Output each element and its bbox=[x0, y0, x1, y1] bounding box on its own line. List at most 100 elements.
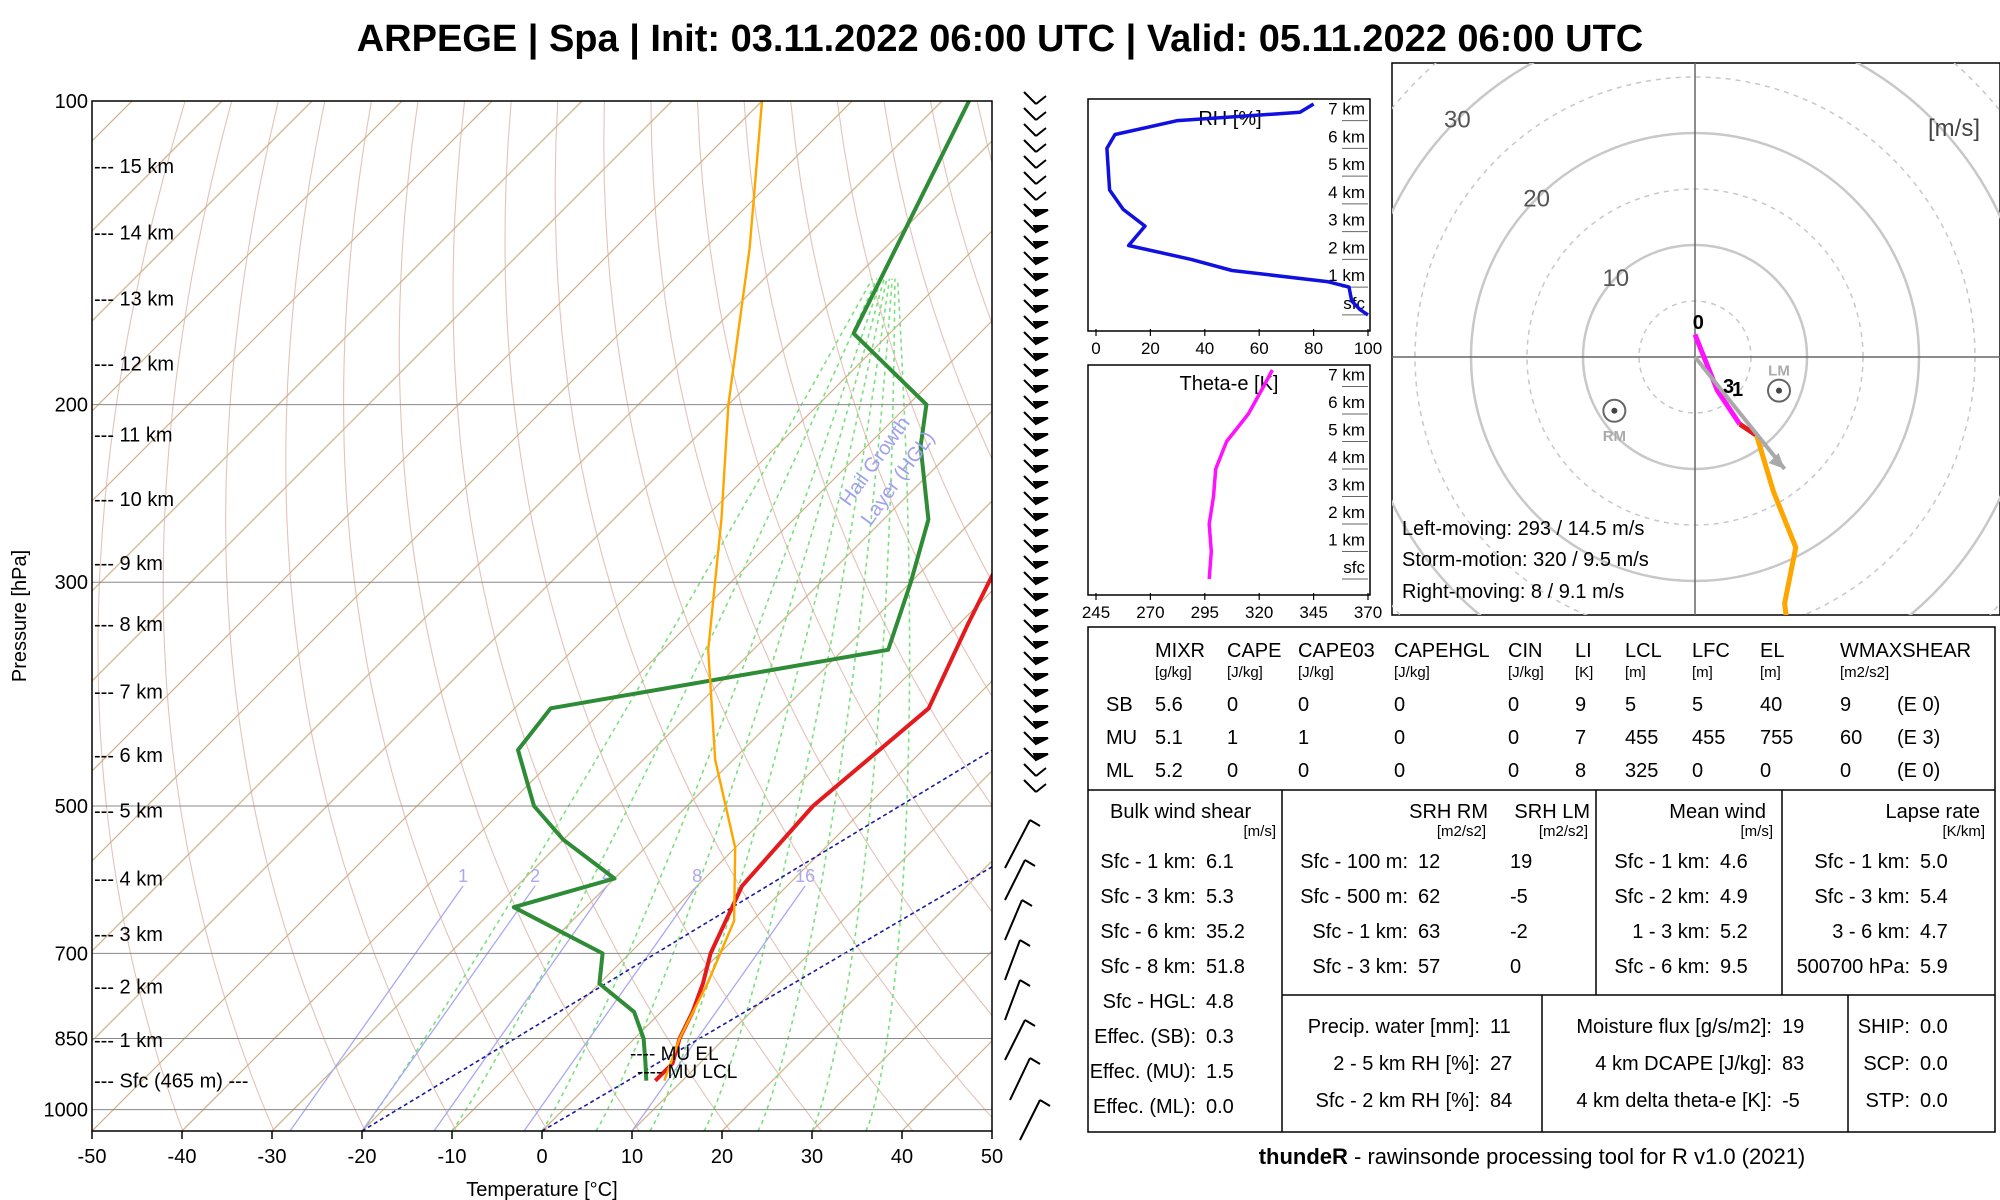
unit-cape: [J/kg] bbox=[1227, 664, 1263, 681]
height-label: --- 1 km bbox=[94, 1030, 163, 1052]
isotherm-line bbox=[901, 1040, 992, 1131]
x-tick-label: 245 bbox=[1082, 603, 1110, 622]
col-el: EL bbox=[1760, 640, 1784, 662]
param-value: 9 bbox=[1575, 694, 1586, 716]
footer-text: - rawinsonde processing tool for R v1.0 … bbox=[1347, 1144, 1806, 1169]
x-tick-label: 60 bbox=[1250, 339, 1269, 358]
wind-barb bbox=[1023, 603, 1049, 618]
param-value: (E 0) bbox=[1897, 694, 1940, 716]
wind-barb bbox=[1023, 587, 1049, 602]
mu-lcl-label: ---- MU LCL bbox=[637, 1062, 737, 1083]
storm-motion-arrowhead bbox=[1768, 453, 1785, 469]
moisture-flux-value: -5 bbox=[1782, 1090, 1800, 1112]
hodo-segment bbox=[1754, 434, 1799, 615]
dry-adiabat-line bbox=[97, 101, 186, 1131]
mean-wind-value: 5.2 bbox=[1720, 921, 1748, 943]
wind-barb bbox=[1023, 571, 1049, 586]
composite-value: 0.0 bbox=[1920, 1053, 1948, 1075]
wind-barb bbox=[1023, 315, 1049, 330]
isotherm-line bbox=[92, 101, 943, 952]
thetae-panel: 245 270 295 320 345 370 sfc 1 km 2 km 3 km 4 km 5 k… bbox=[1082, 366, 1382, 623]
bulk-shear-value: 4.8 bbox=[1206, 991, 1234, 1013]
mixing-ratio-label: 2 bbox=[530, 866, 540, 886]
wind-barb bbox=[1023, 459, 1049, 474]
srh-rm-value: 63 bbox=[1418, 921, 1440, 943]
dry-adiabat-line bbox=[743, 101, 992, 807]
x-tick-label: 40 bbox=[1195, 339, 1214, 358]
moisture-flux-value: 83 bbox=[1782, 1053, 1804, 1075]
param-value: 5.6 bbox=[1155, 694, 1183, 716]
skewt-profiles bbox=[511, 101, 992, 1083]
param-value: 8 bbox=[1575, 760, 1586, 782]
wind-barb bbox=[1023, 235, 1049, 250]
param-value: 0 bbox=[1692, 760, 1703, 782]
param-value: 5 bbox=[1625, 694, 1636, 716]
moisture-flux-label: Moisture flux [g/s/m2]: bbox=[1576, 1016, 1772, 1038]
lapse-rate-unit: [K/km] bbox=[1942, 823, 1985, 840]
wind-barb bbox=[1023, 667, 1049, 682]
moist-adiabat-line bbox=[703, 278, 891, 1131]
height-label: 2 km bbox=[1328, 503, 1365, 522]
moist-adiabat-line bbox=[865, 278, 911, 1131]
height-label: 4 km bbox=[1328, 448, 1365, 467]
param-value: 0 bbox=[1760, 760, 1771, 782]
height-label: --- 2 km bbox=[94, 977, 163, 999]
param-value: 7 bbox=[1575, 727, 1586, 749]
bulk-shear-label: Sfc - HGL: bbox=[1103, 991, 1196, 1013]
footer: thundeR - rawinsonde processing tool for… bbox=[1082, 1144, 1982, 1170]
bulk-shear-label: Sfc - 6 km: bbox=[1100, 921, 1196, 943]
height-label: --- 14 km bbox=[94, 222, 174, 244]
wind-barb bbox=[1023, 683, 1049, 698]
pressure-tick-label: 850 bbox=[55, 1028, 88, 1050]
mean-wind-value: 4.9 bbox=[1720, 886, 1748, 908]
wind-barb bbox=[1023, 379, 1049, 394]
param-value: 0 bbox=[1508, 727, 1519, 749]
isotherm-line bbox=[181, 320, 992, 1131]
x-tick-label: -50 bbox=[78, 1146, 107, 1168]
param-value: 0 bbox=[1508, 760, 1519, 782]
hodo-units: [m/s] bbox=[1928, 115, 1980, 142]
param-value: 1 bbox=[1227, 727, 1238, 749]
x-tick-label: 370 bbox=[1354, 603, 1382, 622]
hodo-ring-label: 20 bbox=[1523, 186, 1550, 213]
wind-barb bbox=[1023, 219, 1049, 234]
wind-barb bbox=[1023, 443, 1049, 458]
param-value: 0 bbox=[1508, 694, 1519, 716]
mixing-ratio-line bbox=[523, 885, 698, 1131]
param-value: 755 bbox=[1760, 727, 1793, 749]
wind-barb bbox=[1019, 1099, 1051, 1141]
x-tick-label: 20 bbox=[711, 1146, 733, 1168]
bulk-shear-label: Sfc - 1 km: bbox=[1100, 851, 1196, 873]
wind-barb bbox=[1023, 155, 1047, 169]
hodo-ring-label: 40 bbox=[1365, 27, 1392, 54]
dry-adiabat-line bbox=[225, 101, 366, 1131]
hodo-ring bbox=[1191, 0, 2000, 861]
lapse-rate-title: Lapse rate bbox=[1885, 801, 1980, 823]
height-label: --- 3 km bbox=[94, 924, 163, 946]
wind-barb bbox=[1023, 619, 1049, 634]
moisture-flux-value: 19 bbox=[1782, 1016, 1804, 1038]
unit-mixr: [g/kg] bbox=[1155, 664, 1192, 681]
lapse-rate-label: 3 - 6 km: bbox=[1832, 921, 1910, 943]
isotherm-line bbox=[811, 950, 992, 1131]
dry-adiabat-line bbox=[836, 101, 992, 583]
isotherm-line bbox=[92, 101, 763, 772]
rh-panel-title: RH [%] bbox=[1198, 108, 1261, 130]
wind-barb bbox=[1023, 715, 1049, 730]
rh-profile-line bbox=[1105, 102, 1369, 317]
lower-titles: Bulk wind shear SRH RM SRH LM Mean wind … bbox=[1110, 801, 1980, 823]
unit-cape03: [J/kg] bbox=[1298, 664, 1334, 681]
bulk-shear-value: 51.8 bbox=[1206, 956, 1245, 978]
lapse-rate-label: Sfc - 1 km: bbox=[1814, 851, 1910, 873]
thetae-profile-line bbox=[1207, 369, 1274, 580]
mixing-ratio-line bbox=[631, 885, 806, 1131]
x-tick-label: 320 bbox=[1245, 603, 1273, 622]
param-value: (E 0) bbox=[1897, 760, 1940, 782]
hodo-ring-label: 10 bbox=[1602, 265, 1629, 292]
srh-rm-value: 12 bbox=[1418, 851, 1440, 873]
height-label: --- 15 km bbox=[94, 156, 174, 178]
unit-lcl: [m] bbox=[1625, 664, 1646, 681]
param-value: 0 bbox=[1227, 760, 1238, 782]
bulk-shear-value: 5.3 bbox=[1206, 886, 1234, 908]
